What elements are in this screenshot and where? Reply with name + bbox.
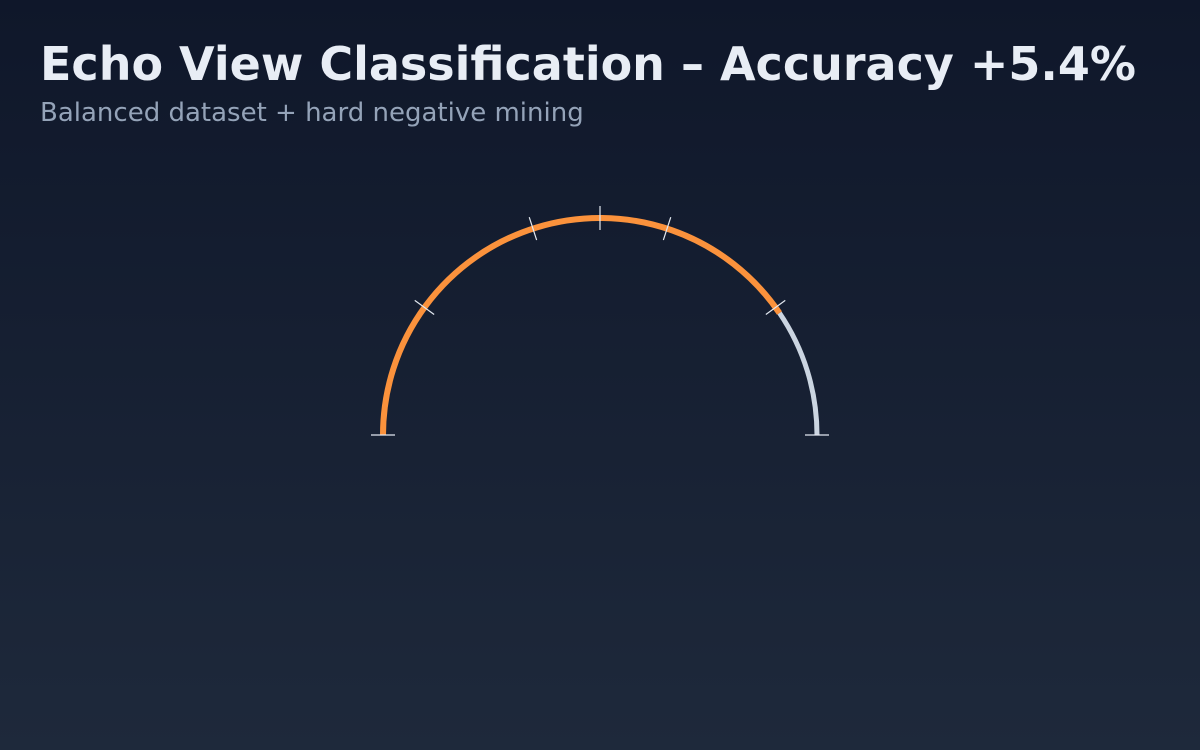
gauge-tick-2 — [528, 217, 538, 241]
gauge-tick-4 — [662, 217, 672, 241]
gauge-track-layer — [777, 311, 820, 436]
gauge-tick-5 — [765, 299, 786, 315]
gauge-tick-layer — [371, 206, 829, 436]
gauge-value-layer — [380, 215, 782, 436]
gauge-track-arc — [777, 311, 820, 436]
gauge-value-arc — [380, 215, 782, 436]
gauge-tick-1 — [414, 299, 435, 315]
chart-subtitle: Balanced dataset + hard negative mining — [40, 98, 584, 128]
chart-title: Echo View Classification – Accuracy +5.4… — [40, 37, 1136, 91]
chart-header: Echo View Classification – Accuracy +5.4… — [40, 36, 1160, 130]
